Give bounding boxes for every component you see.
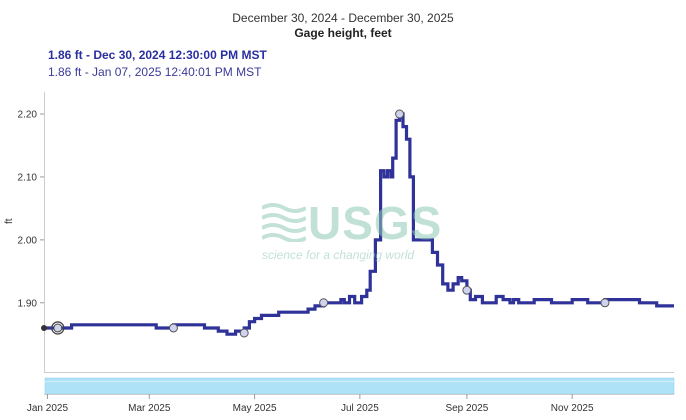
x-tick-label: Mar 2025 — [128, 403, 171, 414]
chart-title: Gage height, feet — [294, 26, 392, 40]
y-tick-label: 2.20 — [18, 110, 38, 121]
usgs-watermark-tagline: science for a changing world — [262, 248, 415, 262]
x-tick-label: Nov 2025 — [551, 403, 594, 414]
usgs-watermark-logo: USGS — [308, 197, 443, 249]
date-range-label: December 30, 2024 - December 30, 2025 — [232, 11, 454, 25]
series-line-gage-height — [44, 112, 674, 336]
y-tick-label: 1.90 — [18, 298, 38, 309]
data-point-marker — [319, 298, 329, 308]
data-point-marker — [41, 324, 47, 331]
data-point-marker — [600, 298, 610, 308]
x-tick-label: Jan 2025 — [27, 403, 69, 414]
y-axis-unit-label: ft — [4, 218, 15, 224]
selected-point-marker-outer — [51, 321, 65, 335]
usgs-waves-icon — [261, 202, 307, 247]
x-tick-label: May 2025 — [233, 403, 277, 414]
selected-point-marker — [53, 323, 63, 333]
navigator-bar[interactable] — [44, 377, 675, 395]
data-point-marker — [462, 285, 472, 295]
x-tick-label: Jul 2025 — [341, 403, 379, 414]
y-tick-label: 2.00 — [18, 235, 38, 246]
data-point-marker — [395, 109, 405, 119]
x-tick-label: Sep 2025 — [445, 403, 488, 414]
data-point-marker — [239, 328, 249, 338]
primary-readout: 1.86 ft - Dec 30, 2024 12:30:00 PM MST — [48, 48, 267, 62]
y-tick-label: 2.10 — [18, 172, 38, 183]
secondary-readout: 1.86 ft - Jan 07, 2025 12:40:01 PM MST — [48, 65, 262, 79]
data-point-marker — [168, 323, 178, 333]
